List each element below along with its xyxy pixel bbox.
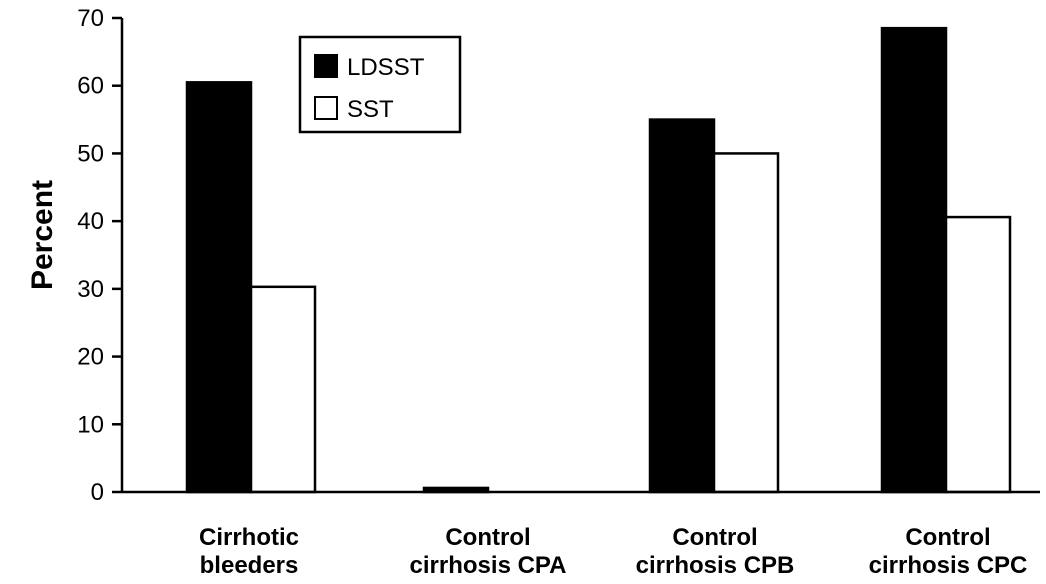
bar-sst-3 — [944, 215, 1012, 494]
y-tick-label: 50 — [77, 140, 104, 167]
bar-sst-0 — [249, 285, 317, 494]
legend-swatch-ldsst — [314, 54, 338, 78]
bar-ldsst-3 — [880, 26, 948, 494]
y-tick-label: 40 — [77, 208, 104, 235]
y-tick-label: 60 — [77, 73, 104, 100]
x-category-label: Control cirrhosis CPB — [636, 524, 795, 579]
bar-ldsst-0 — [185, 81, 253, 494]
bar-sst-2 — [712, 152, 780, 494]
y-tick-label: 20 — [77, 344, 104, 371]
x-category-label: Cirrhotic bleeders — [199, 524, 299, 579]
y-axis-ticks: 0 10 20 30 40 50 60 70 — [77, 5, 122, 506]
x-category-label: Control cirrhosis CPC — [869, 524, 1028, 579]
legend-label-ldsst: LDSST — [347, 54, 425, 81]
y-tick-label: 0 — [91, 479, 104, 506]
legend-label-sst: SST — [347, 96, 394, 123]
legend-swatch-sst — [314, 96, 338, 120]
y-axis-title: Percent — [26, 180, 59, 290]
x-axis-labels: Cirrhotic bleeders Control cirrhosis CPA Con… — [199, 524, 1027, 579]
y-tick-label: 10 — [77, 411, 104, 438]
y-tick-label: 70 — [77, 5, 104, 32]
bar-ldsst-2 — [648, 118, 716, 494]
bars — [185, 26, 1012, 494]
legend: LDSST SST — [298, 35, 462, 134]
y-tick-label: 30 — [77, 276, 104, 303]
x-category-label: Control cirrhosis CPA — [410, 524, 567, 579]
